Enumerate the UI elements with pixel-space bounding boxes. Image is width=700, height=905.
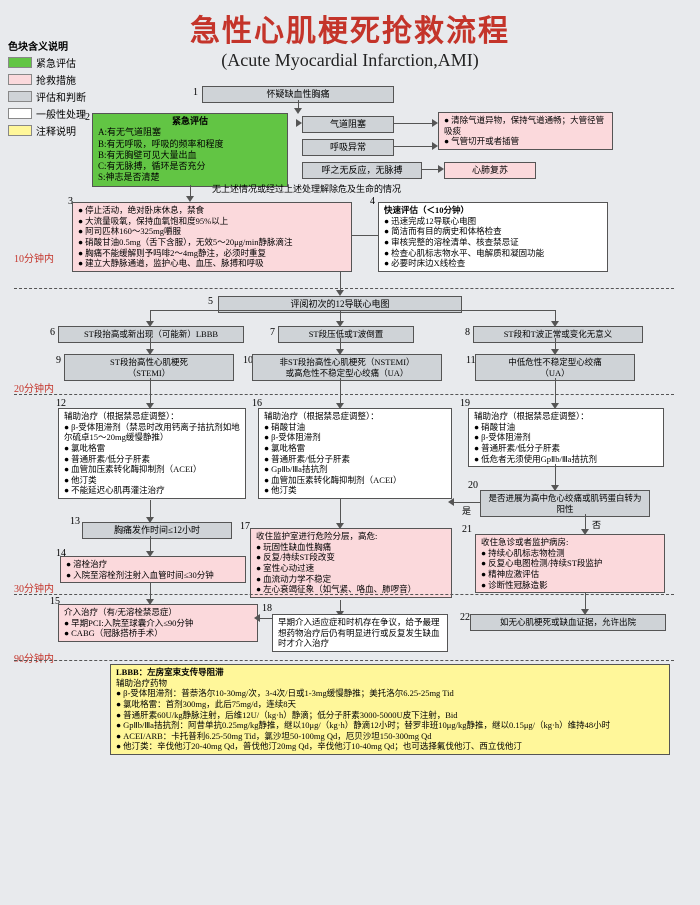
node-6: ST段抬高或新出现（可能新）LBBB [58,326,244,343]
num-18: 18 [262,603,272,614]
legend-title: 色块含义说明 [8,38,86,53]
node-15: 介入治疗（有/无溶栓禁忌症） 早期PCI:入院至球囊介入≤90分钟CABG（冠脉… [58,604,258,642]
node-2a-r: 清除气道异物，保持气道通畅；大管径管吸痰气管切开或者插管 [438,112,613,150]
node-17: 收住监护室进行危险分层，高危: 玩固性缺血性胸痛反复/持续ST段改变室性心动过速… [250,528,452,598]
num-9: 9 [56,355,61,366]
num-1: 1 [193,87,198,98]
time-30: 30分钟内 [14,580,54,595]
num-7: 7 [270,327,275,338]
node-2c-r: 心肺复苏 [444,162,536,179]
node-8: ST段和T波正常或变化无意义 [473,326,643,343]
label-no: 否 [592,518,601,531]
node-20: 是否进展为高中危心绞痛或肌钙蛋白转为阳性 [480,490,650,517]
node-2: 紧急评估 A:有无气道阻塞 B:有无呼吸，呼吸的频率和程度 B:有无胸壁可见大量… [92,113,288,187]
legend-item: 评估和判断 [36,89,86,104]
node-10: 非ST段抬高性心肌梗死（NSTEMI） 或高危性不稳定型心绞痛（UA） [252,354,442,381]
node-22: 如无心肌梗死或缺血证据，允许出院 [470,614,666,631]
legend-item: 紧急评估 [36,55,76,70]
node-21: 收住急诊或者监护病房: 持续心肌标志物检测反复心电图检测/持续ST段监护精神应激… [475,534,665,593]
legend: 色块含义说明 紧急评估 抢救措施 评估和判断 一般性处理 注释说明 [8,38,86,140]
node-2b: 呼吸异常 [302,139,394,156]
num-21: 21 [462,524,472,535]
page-title: 急性心肌梗死抢救流程 [8,6,692,50]
label-yes: 是 [462,504,471,517]
num-22: 22 [460,612,470,623]
text-no-danger: 无上述情况或经过上述处理解除危及生命的情况 [212,182,401,195]
node-9: ST段抬高性心肌梗死 （STEMI） [64,354,234,381]
time-10: 10分钟内 [14,250,54,265]
time-90: 90分钟内 [14,650,54,665]
time-20: 20分钟内 [14,380,54,395]
legend-item: 一般性处理 [36,106,86,121]
legend-item: 抢救措施 [36,72,76,87]
num-5: 5 [208,296,213,307]
num-13: 13 [70,516,80,527]
node-4: 快速评估（＜10分钟） 迅速完成12导联心电图简洁而有目的病史和体格检查审核完整… [378,202,608,272]
num-6: 6 [50,327,55,338]
node-18: 早期介入适应症和时机存在争议，给予最理想药物治疗后仍有明显进行或反复发生缺血时才… [272,614,448,652]
node-13: 胸痛发作时间≤12小时 [82,522,232,539]
node-12: 辅助治疗（根据禁忌症调整）： β-受体阻滞剂（禁忌时改用钙离子拮抗剂如地尔硫卓1… [58,408,246,499]
num-2: 2 [85,112,90,123]
node-16: 辅助治疗（根据禁忌症调整）： 硝酸甘油β-受体阻滞剂氯吡格雷普通肝素/低分子肝素… [258,408,452,499]
num-20: 20 [468,480,478,491]
node-19: 辅助治疗（根据禁忌症调整）： 硝酸甘油β-受体阻滞剂普通肝素/低分子肝素低危者无… [468,408,664,467]
node-7: ST段压低或T波倒置 [278,326,414,343]
node-2a: 气道阻塞 [302,116,394,133]
node-2c: 呼之无反应，无脉搏 [302,162,422,179]
page-subtitle: (Acute Myocardial Infarction,AMI) [8,50,692,71]
num-8: 8 [465,327,470,338]
num-4: 4 [370,196,375,207]
node-14: 溶栓治疗入院至溶栓剂注射入血管时间≤30分钟 [60,556,246,583]
num-17: 17 [240,521,250,532]
node-3: 停止活动，绝对卧床休息，禁食大流量吸氧，保持血氧饱和度95%以上阿司匹林160～… [72,202,352,272]
glossary: LBBB：左房室束支传导阻滞 辅助治疗药物 β-受体阻滞剂：普萘洛尔10-30m… [110,664,670,755]
legend-item: 注释说明 [36,123,76,138]
